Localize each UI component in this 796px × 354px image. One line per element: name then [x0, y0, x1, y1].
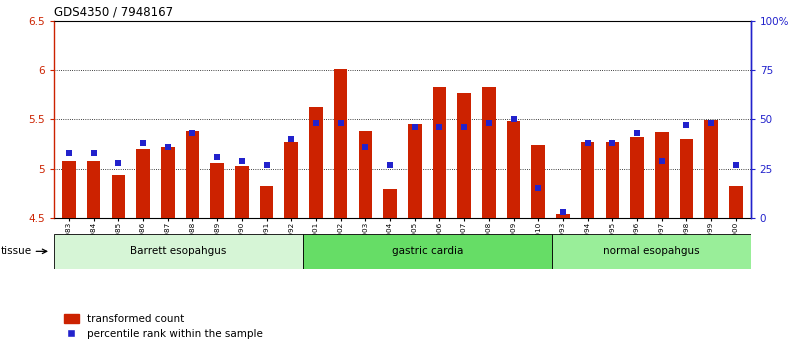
Bar: [630, 137, 644, 218]
Bar: [482, 87, 496, 218]
Bar: [87, 161, 100, 218]
Bar: [606, 142, 619, 218]
Bar: [136, 149, 150, 218]
Bar: [552, 234, 751, 269]
Bar: [507, 121, 521, 218]
Bar: [111, 176, 125, 218]
Text: normal esopahgus: normal esopahgus: [603, 246, 700, 256]
Bar: [729, 186, 743, 218]
Bar: [458, 93, 471, 218]
Bar: [655, 132, 669, 218]
Bar: [284, 142, 298, 218]
Bar: [556, 214, 570, 218]
Bar: [54, 234, 302, 269]
Bar: [680, 139, 693, 218]
Bar: [210, 163, 224, 218]
Bar: [235, 166, 248, 218]
Text: gastric cardia: gastric cardia: [392, 246, 463, 256]
Bar: [161, 147, 174, 218]
Bar: [185, 131, 199, 218]
Bar: [259, 186, 273, 218]
Bar: [383, 189, 397, 218]
Text: Barrett esopahgus: Barrett esopahgus: [131, 246, 227, 256]
Bar: [532, 145, 545, 218]
Bar: [408, 124, 422, 218]
Bar: [62, 161, 76, 218]
Legend: transformed count, percentile rank within the sample: transformed count, percentile rank withi…: [60, 310, 267, 344]
Bar: [704, 120, 718, 218]
Text: GDS4350 / 7948167: GDS4350 / 7948167: [54, 6, 174, 19]
Text: tissue: tissue: [1, 246, 32, 256]
Bar: [334, 69, 347, 218]
Bar: [581, 142, 595, 218]
Bar: [309, 107, 322, 218]
Bar: [358, 131, 372, 218]
Bar: [302, 234, 552, 269]
Bar: [433, 87, 447, 218]
